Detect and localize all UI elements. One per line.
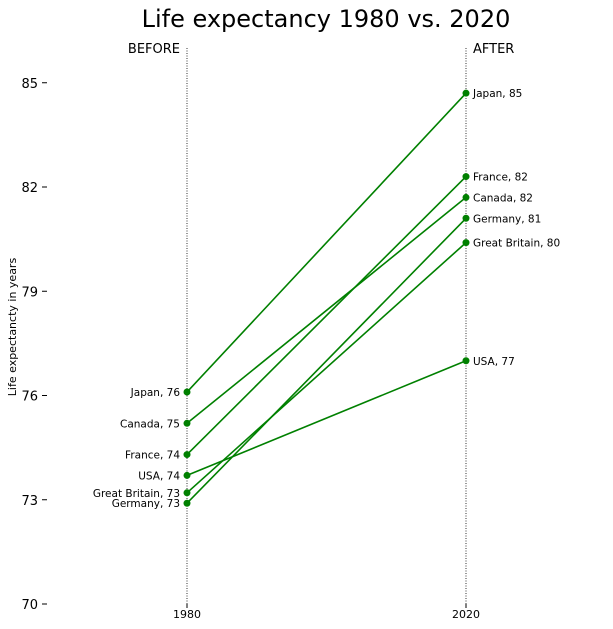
end-data-label: Japan, 85 <box>472 88 522 100</box>
vertical-guides <box>186 48 467 604</box>
end-data-label: France, 82 <box>473 172 528 184</box>
before-label: BEFORE <box>128 42 180 57</box>
data-point-2020 <box>462 239 470 247</box>
y-tick-label: 85 <box>21 77 38 92</box>
x-axis: 1980 2020 <box>173 604 480 621</box>
end-data-label: Germany, 81 <box>473 213 541 225</box>
end-data-label: Great Britain, 80 <box>473 238 560 250</box>
start-data-label: Great Britain, 73 <box>93 488 180 500</box>
start-data-label: Japan, 76 <box>130 387 181 399</box>
end-data-label: Canada, 82 <box>473 192 533 204</box>
y-tick-label: 70 <box>21 598 38 613</box>
series-line <box>186 360 467 477</box>
series-points <box>183 89 470 507</box>
start-data-label: Germany, 73 <box>112 498 180 510</box>
end-data-label: USA, 77 <box>473 356 515 368</box>
y-axis: 70 73 76 79 82 85 <box>21 77 47 613</box>
data-point-1980 <box>183 451 191 459</box>
data-point-2020 <box>462 357 470 365</box>
start-data-label: Canada, 75 <box>120 418 180 430</box>
series-line <box>186 242 467 494</box>
series-lines <box>186 92 467 504</box>
y-tick-label: 76 <box>21 390 38 405</box>
y-tick-label: 79 <box>21 285 38 300</box>
data-point-2020 <box>462 214 470 222</box>
data-point-1980 <box>183 489 191 497</box>
x-tick-label: 1980 <box>173 608 201 621</box>
start-data-label: France, 74 <box>125 450 180 462</box>
series-line <box>186 196 467 424</box>
after-label: AFTER <box>473 42 514 57</box>
series-labels: Japan, 76 Japan, 85 Canada, 75 Canada, 82 Fr… <box>93 88 560 510</box>
data-point-1980 <box>183 499 191 507</box>
data-point-2020 <box>462 173 470 181</box>
data-point-2020 <box>462 193 470 201</box>
x-tick-label: 2020 <box>452 608 480 621</box>
data-point-2020 <box>462 89 470 97</box>
start-data-label: USA, 74 <box>138 470 180 482</box>
data-point-1980 <box>183 471 191 479</box>
series-line <box>186 217 467 504</box>
y-axis-label: Life expectancty in years <box>6 258 19 397</box>
chart-title: Life expectancy 1980 vs. 2020 <box>142 5 511 33</box>
data-point-1980 <box>183 388 191 396</box>
y-tick-label: 73 <box>21 494 38 509</box>
data-point-1980 <box>183 419 191 427</box>
series-line <box>186 176 467 456</box>
y-tick-label: 82 <box>21 181 38 196</box>
series-line <box>186 92 467 393</box>
